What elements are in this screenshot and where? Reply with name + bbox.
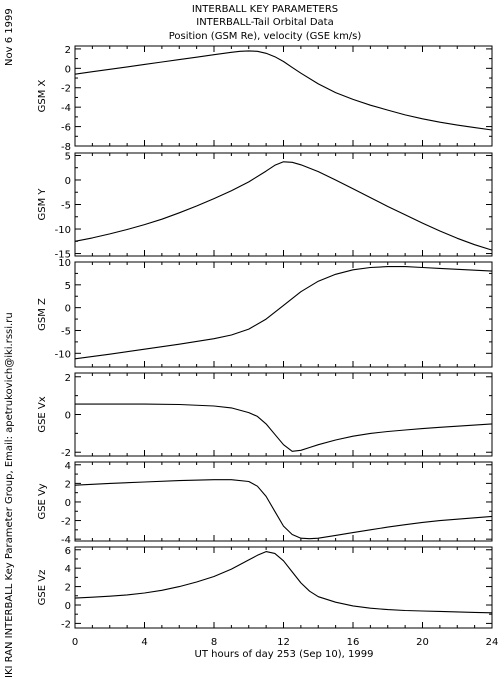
gse-vy-ytick-label: 4: [65, 461, 71, 472]
header-line-2: INTERBALL-Tail Orbital Data: [196, 17, 333, 28]
gse-vz-ytick-label: 6: [65, 546, 71, 557]
gse-vz-xtick-label: 4: [141, 637, 147, 648]
gsm-z-series-line: [74, 266, 493, 360]
side-credit: IKI RAN INTERBALL Key Parameter Group, E…: [4, 312, 15, 678]
gse-vz-series-line: [74, 551, 493, 614]
gse-vz-ytick-label: 0: [65, 601, 71, 612]
gsm-x-ylabel: GSM X: [37, 79, 48, 112]
gse-vz-xtick-label: 12: [277, 637, 290, 648]
gse-vx-series-line: [75, 403, 493, 452]
gse-vz-xtick-label: 20: [416, 637, 429, 648]
gsm-x-ytick-label: -4: [61, 103, 71, 114]
gsm-y-ylabel: GSM Y: [37, 188, 48, 221]
gsm-y-ytick-label: -5: [61, 201, 71, 212]
gsm-z-ytick-label: -5: [61, 326, 71, 337]
gsm-y-ytick-label: -10: [55, 225, 71, 236]
gsm-y-frame: [74, 152, 493, 257]
gsm-x-series-line: [74, 50, 493, 131]
gsm-z-ytick-label: -10: [55, 349, 71, 360]
gse-vx-ytick-label: 2: [65, 373, 71, 384]
gsm-y-ytick-label: 5: [65, 151, 71, 162]
gse-vz-xtick-label: 8: [211, 637, 217, 648]
gsm-z-ytick-label: 10: [58, 258, 71, 269]
gse-vx-ytick-label: -2: [61, 448, 71, 459]
gsm-z-ylabel: GSM Z: [37, 298, 48, 331]
header-line-1: INTERBALL KEY PARAMETERS: [192, 4, 338, 15]
gse-vz-ytick-label: -2: [61, 619, 71, 630]
gse-vz-ytick-label: 4: [65, 564, 71, 575]
gsm-x-ytick-label: 2: [65, 45, 71, 56]
gse-vy-frame: [74, 461, 493, 542]
gsm-x-ytick-label: 0: [65, 64, 71, 75]
gse-vz-ytick-label: 2: [65, 583, 71, 594]
gse-vz-ylabel: GSE Vz: [37, 570, 48, 606]
gsm-x-ytick-label: -2: [61, 84, 71, 95]
gsm-x-ytick-label: -8: [61, 142, 71, 153]
gse-vz-xtick-label: 24: [486, 637, 499, 648]
gsm-x-panel: 2 0 -2 -4 -6 -8 GSM X: [37, 45, 493, 153]
gsm-z-panel: 10 5 0 -5 -10 GSM Z: [37, 258, 493, 368]
gse-vz-xtick-label: 0: [72, 637, 78, 648]
gse-vy-panel: 4 2 0 -2 -4 GSE Vy: [37, 461, 493, 546]
gse-vy-ytick-label: 2: [65, 479, 71, 490]
gsm-y-series-line: [74, 161, 493, 251]
gse-vx-panel: 2 0 -2 GSE Vx: [37, 372, 493, 459]
gsm-z-ytick-label: 0: [65, 304, 71, 315]
gsm-y-ytick-label: -15: [55, 250, 71, 261]
gse-vz-xtick-label: 16: [347, 637, 360, 648]
gsm-z-ytick-label: 5: [65, 281, 71, 292]
gse-vz-frame: [74, 546, 493, 629]
side-date: Nov 6 1999: [4, 8, 15, 66]
gse-vy-ylabel: GSE Vy: [37, 483, 48, 519]
gse-vy-ytick-label: 0: [65, 498, 71, 509]
gse-vy-series-line: [74, 479, 493, 540]
gse-vy-ytick-label: -4: [61, 535, 71, 546]
gse-vy-ytick-label: -2: [61, 517, 71, 528]
gsm-x-ytick-label: -6: [61, 123, 71, 134]
gsm-y-ytick-label: 0: [65, 176, 71, 187]
header-line-3: Position (GSM Re), velocity (GSE km/s): [169, 31, 362, 42]
gsm-y-panel: 5 0 -5 -10 -15 GSM Y: [37, 151, 493, 261]
x-axis-title: UT hours of day 253 (Sep 10), 1999: [195, 649, 374, 660]
gse-vx-ytick-label: 0: [65, 411, 71, 422]
gse-vx-ylabel: GSE Vx: [37, 396, 48, 432]
gsm-z-frame: [74, 261, 493, 368]
gse-vx-frame: [74, 372, 493, 457]
